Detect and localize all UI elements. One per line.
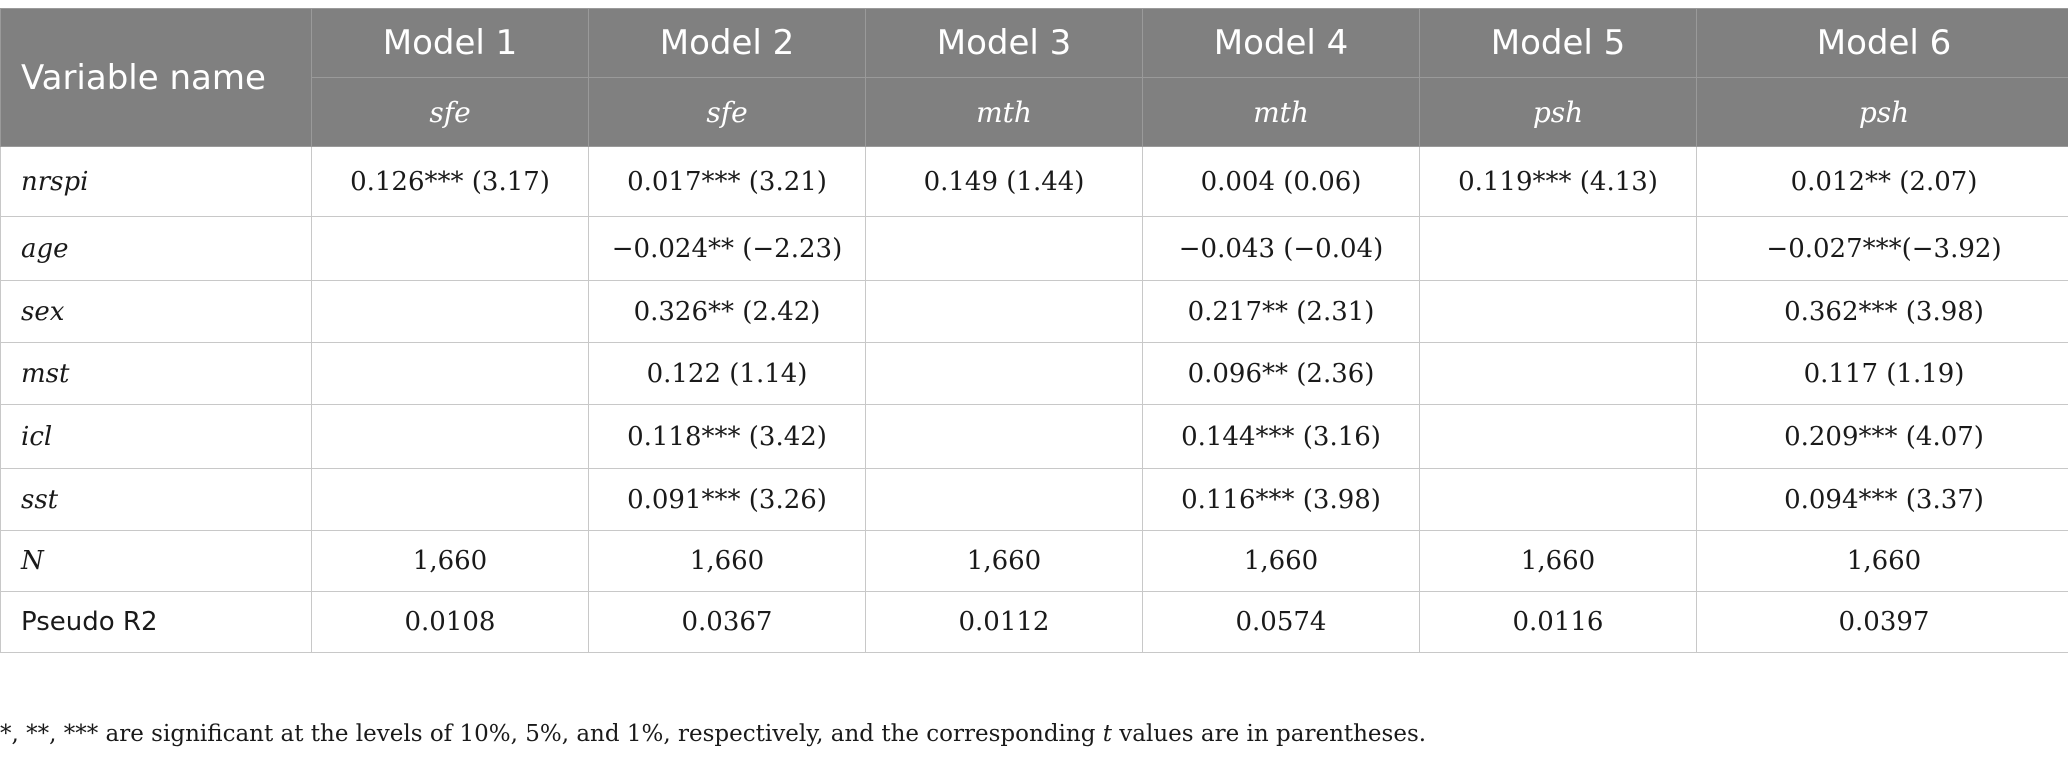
table-cell: 0.0397 — [1696, 591, 2068, 653]
table-cell: 0.209*** (4.07) — [1696, 404, 2068, 469]
table-cell: 0.119*** (4.13) — [1419, 146, 1697, 217]
table-cell: 0.116*** (3.98) — [1142, 468, 1420, 531]
footnote-text-after: values are in parentheses. — [1112, 721, 1427, 747]
table-cell — [311, 468, 589, 531]
table-cell — [865, 216, 1143, 281]
header-variable-name: Variable name — [0, 8, 312, 147]
table-row: age −0.024** (−2.23) −0.043 (−0.04) −0.0… — [0, 216, 2068, 281]
header-dep-model-2: sfe — [588, 77, 866, 147]
table-cell — [865, 342, 1143, 405]
table-header: Variable name Model 1 Model 2 Model 3 Mo… — [0, 8, 2068, 147]
table-cell: 0.0574 — [1142, 591, 1420, 653]
table-cell: 0.094*** (3.37) — [1696, 468, 2068, 531]
table-cell — [865, 468, 1143, 531]
table-cell: 1,660 — [311, 530, 589, 592]
header-dep-model-4: mth — [1142, 77, 1420, 147]
table-cell — [1419, 342, 1697, 405]
row-label-nrspi: nrspi — [0, 146, 312, 217]
table-cell: 0.0116 — [1419, 591, 1697, 653]
table-cell: 1,660 — [1142, 530, 1420, 592]
header-model-6: Model 6 — [1696, 8, 2068, 78]
header-model-2: Model 2 — [588, 8, 866, 78]
table-cell: 1,660 — [1419, 530, 1697, 592]
table-body: nrspi 0.126*** (3.17) 0.017*** (3.21) 0.… — [0, 146, 2068, 653]
table-row: Pseudo R2 0.0108 0.0367 0.0112 0.0574 0.… — [0, 591, 2068, 653]
footnote-t-symbol: t — [1102, 721, 1112, 747]
table-cell — [1419, 280, 1697, 343]
table-cell — [865, 280, 1143, 343]
row-label-mst: mst — [0, 342, 312, 405]
table-footnote: *, **, *** are significant at the levels… — [0, 721, 2060, 747]
row-label-sst: sst — [0, 468, 312, 531]
table-cell: 0.017*** (3.21) — [588, 146, 866, 217]
table-cell: 1,660 — [865, 530, 1143, 592]
header-dep-model-1: sfe — [311, 77, 589, 147]
table-cell: 0.149 (1.44) — [865, 146, 1143, 217]
table-cell — [865, 404, 1143, 469]
table-cell: 1,660 — [588, 530, 866, 592]
regression-table: Variable name Model 1 Model 2 Model 3 Mo… — [0, 8, 2068, 653]
header-row-models: Variable name Model 1 Model 2 Model 3 Mo… — [0, 8, 2068, 147]
table-cell: 0.012** (2.07) — [1696, 146, 2068, 217]
header-model-1: Model 1 — [311, 8, 589, 78]
header-dep-model-3: mth — [865, 77, 1143, 147]
table-cell: 0.144*** (3.16) — [1142, 404, 1420, 469]
table-cell: 0.0108 — [311, 591, 589, 653]
table-cell — [1419, 404, 1697, 469]
table-row: sst 0.091*** (3.26) 0.116*** (3.98) 0.09… — [0, 468, 2068, 531]
header-dep-model-6: psh — [1696, 77, 2068, 147]
header-row-dependent: sfe sfe mth mth psh psh — [1, 77, 2068, 147]
row-label-icl: icl — [0, 404, 312, 469]
table-cell: 0.0112 — [865, 591, 1143, 653]
row-label-age: age — [0, 216, 312, 281]
table-cell: −0.024** (−2.23) — [588, 216, 866, 281]
table-row: nrspi 0.126*** (3.17) 0.017*** (3.21) 0.… — [0, 146, 2068, 217]
table-cell: 0.122 (1.14) — [588, 342, 866, 405]
header-model-3: Model 3 — [865, 8, 1143, 78]
table-cell: 0.362*** (3.98) — [1696, 280, 2068, 343]
row-label-sex: sex — [0, 280, 312, 343]
header-model-4: Model 4 — [1142, 8, 1420, 78]
table-cell: 0.118*** (3.42) — [588, 404, 866, 469]
table-cell — [311, 404, 589, 469]
table-row: sex 0.326** (2.42) 0.217** (2.31) 0.362*… — [0, 280, 2068, 343]
table-cell: 0.0367 — [588, 591, 866, 653]
table-cell: 0.091*** (3.26) — [588, 468, 866, 531]
table-cell — [311, 216, 589, 281]
header-model-5: Model 5 — [1419, 8, 1697, 78]
table-cell: 0.096** (2.36) — [1142, 342, 1420, 405]
table-cell: 0.217** (2.31) — [1142, 280, 1420, 343]
row-label-pseudo-r2: Pseudo R2 — [0, 591, 312, 653]
table-row: icl 0.118*** (3.42) 0.144*** (3.16) 0.20… — [0, 404, 2068, 469]
table-cell: −0.043 (−0.04) — [1142, 216, 1420, 281]
table-cell: 0.326** (2.42) — [588, 280, 866, 343]
header-dep-model-5: psh — [1419, 77, 1697, 147]
table-row: mst 0.122 (1.14) 0.096** (2.36) 0.117 (1… — [0, 342, 2068, 405]
footnote-text-before: *, **, *** are significant at the levels… — [0, 721, 1103, 747]
table-row: N 1,660 1,660 1,660 1,660 1,660 1,660 — [0, 530, 2068, 592]
table-cell: 0.117 (1.19) — [1696, 342, 2068, 405]
table-cell: −0.027***(−3.92) — [1696, 216, 2068, 281]
table-cell — [1419, 468, 1697, 531]
table-cell — [311, 342, 589, 405]
regression-table-container: Variable name Model 1 Model 2 Model 3 Mo… — [0, 8, 2068, 653]
table-cell — [1419, 216, 1697, 281]
table-cell: 1,660 — [1696, 530, 2068, 592]
table-cell: 0.004 (0.06) — [1142, 146, 1420, 217]
table-cell — [311, 280, 589, 343]
table-cell: 0.126*** (3.17) — [311, 146, 589, 217]
row-label-n: N — [0, 530, 312, 592]
